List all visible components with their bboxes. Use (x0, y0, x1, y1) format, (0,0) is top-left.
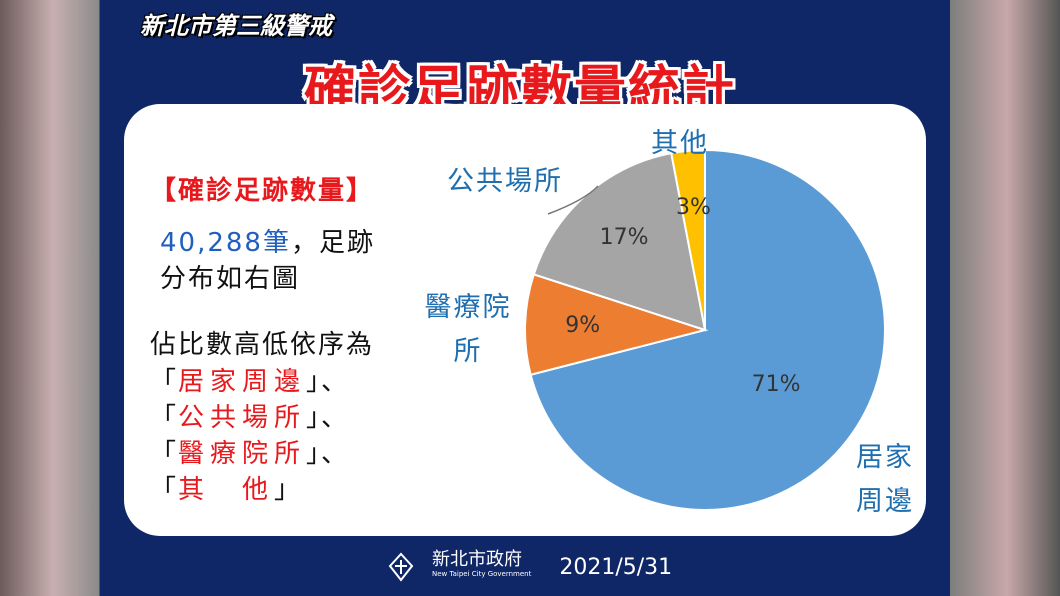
footer: 新北市政府 New Taipei City Government 2021/5/… (388, 549, 673, 582)
category-label: 公共場所 (447, 166, 563, 197)
value-label: 9% (565, 313, 600, 338)
summary-line: 40,288筆，足跡 (160, 226, 375, 260)
org: 新北市政府 New Taipei City Government (432, 549, 532, 581)
order-name: 醫療院所 (178, 439, 307, 469)
order-name: 其 他 (178, 475, 275, 505)
bracket: 「 (150, 403, 179, 433)
count: 40,288筆 (160, 228, 291, 258)
value-label: 3% (676, 195, 711, 220)
summary-text: 分布如右圖 (160, 264, 301, 294)
bracket: 」 (274, 475, 303, 505)
order-item: 「公共場所」、 (150, 400, 349, 436)
value-label: 17% (600, 225, 649, 250)
summary-text: ，足跡 (290, 228, 375, 258)
order-name: 居家周邊 (178, 367, 307, 397)
summary-heading: 【確診足跡數量】 (150, 176, 375, 206)
bracket: 「 (150, 367, 179, 397)
order-item: 「其 他」 (150, 472, 349, 508)
order-list: 「居家周邊」、 「公共場所」、 「醫療院所」、 「其 他」 (150, 364, 349, 508)
date: 2021/5/31 (559, 554, 673, 580)
order-item: 「醫療院所」、 (150, 436, 349, 472)
pie-slice (524, 273, 709, 376)
alert-label: 新北市第三級警戒 (140, 12, 332, 40)
order-intro: 佔比數高低依序為 (150, 330, 375, 360)
org-en: New Taipei City Government (432, 570, 532, 578)
bracket: 」、 (306, 403, 350, 433)
order-name: 公共場所 (178, 403, 307, 433)
bracket: 」、 (306, 367, 350, 397)
bracket: 「 (150, 439, 179, 469)
leader-line (547, 185, 599, 215)
value-label: 71% (752, 372, 801, 397)
bracket: 」、 (306, 439, 350, 469)
category-label: 居家周邊 (856, 442, 914, 517)
bracket: 「 (150, 475, 179, 505)
order-item: 「居家周邊」、 (150, 364, 349, 400)
category-label: 其他 (651, 128, 709, 159)
org-name: 新北市政府 (432, 549, 522, 570)
pie-slice (670, 148, 706, 331)
logo-icon (388, 552, 414, 582)
category-label: 醫療院所 (424, 292, 512, 367)
